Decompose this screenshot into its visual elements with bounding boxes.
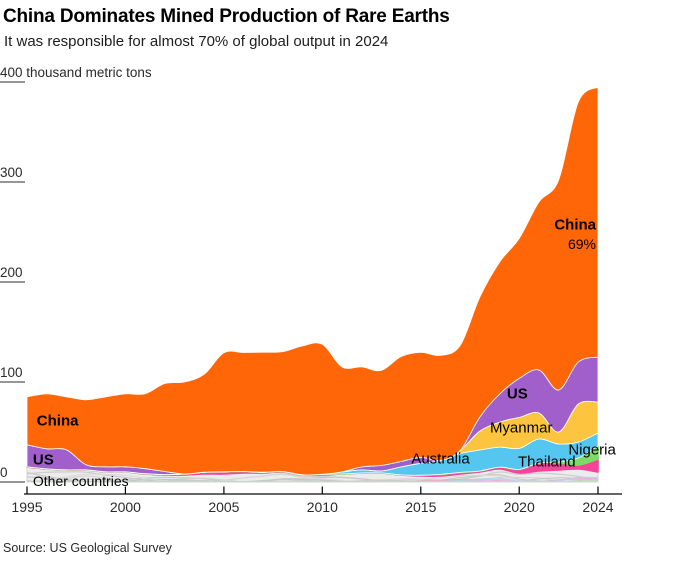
annotation-australia-3: Australia	[411, 450, 470, 467]
x-tick-label-2005: 2005	[208, 499, 239, 515]
x-tick-label-2000: 2000	[110, 499, 141, 515]
other-countries-ribbon	[27, 473, 598, 482]
y-tick-label-0: 0	[0, 465, 8, 480]
stacked-area-chart: 400 thousand metric tons 300 200 100 0 1995 20…	[0, 65, 622, 515]
annotation-us-5: US	[507, 385, 528, 402]
x-tick-2010	[321, 486, 323, 494]
x-tick-1995	[26, 486, 28, 494]
area-china	[26, 86, 599, 476]
y-tick-stub-300	[0, 181, 25, 183]
x-axis-line	[24, 493, 622, 495]
x-tick-2020	[518, 486, 520, 494]
other-countries-ribbon	[27, 476, 598, 482]
x-tick-label-2024: 2024	[582, 499, 613, 515]
other-countries-ribbon	[27, 477, 598, 482]
x-tick-2015	[420, 486, 422, 494]
other-countries-ribbon	[27, 479, 598, 482]
annotation-nigeria-7: Nigeria	[568, 441, 616, 458]
y-tick-stub-400	[0, 81, 25, 83]
y-tick-label-300: 300	[0, 165, 23, 180]
annotation-myanmar-4: Myanmar	[490, 419, 553, 436]
annotation-china-8: China	[554, 216, 596, 233]
annotation-china-0: China	[37, 412, 79, 429]
annotation-thailand-6: Thailand	[518, 453, 576, 470]
x-tick-label-2015: 2015	[405, 499, 436, 515]
y-tick-stub-100	[0, 381, 25, 383]
source-note: Source: US Geological Survey	[3, 541, 172, 555]
y-tick-label-200: 200	[0, 265, 23, 280]
x-tick-2005	[223, 486, 225, 494]
chart-subtitle: It was responsible for almost 70% of glo…	[4, 33, 389, 50]
x-tick-2024	[597, 486, 599, 494]
y-tick-label-400: 400 thousand metric tons	[0, 65, 152, 80]
annotation-69--9: 69%	[568, 236, 596, 252]
annotation-other-countries-2: Other countries	[33, 473, 129, 489]
chart-title: China Dominates Mined Production of Rare…	[3, 6, 450, 27]
y-tick-stub-0	[0, 481, 25, 483]
other-countries-ribbon	[27, 471, 598, 482]
x-tick-label-1995: 1995	[11, 499, 42, 515]
y-tick-stub-200	[0, 281, 25, 283]
x-tick-label-2020: 2020	[504, 499, 535, 515]
annotation-us-1: US	[33, 451, 54, 468]
x-tick-label-2010: 2010	[307, 499, 338, 515]
y-tick-label-100: 100	[0, 365, 23, 380]
x-tick-2000	[124, 486, 126, 494]
